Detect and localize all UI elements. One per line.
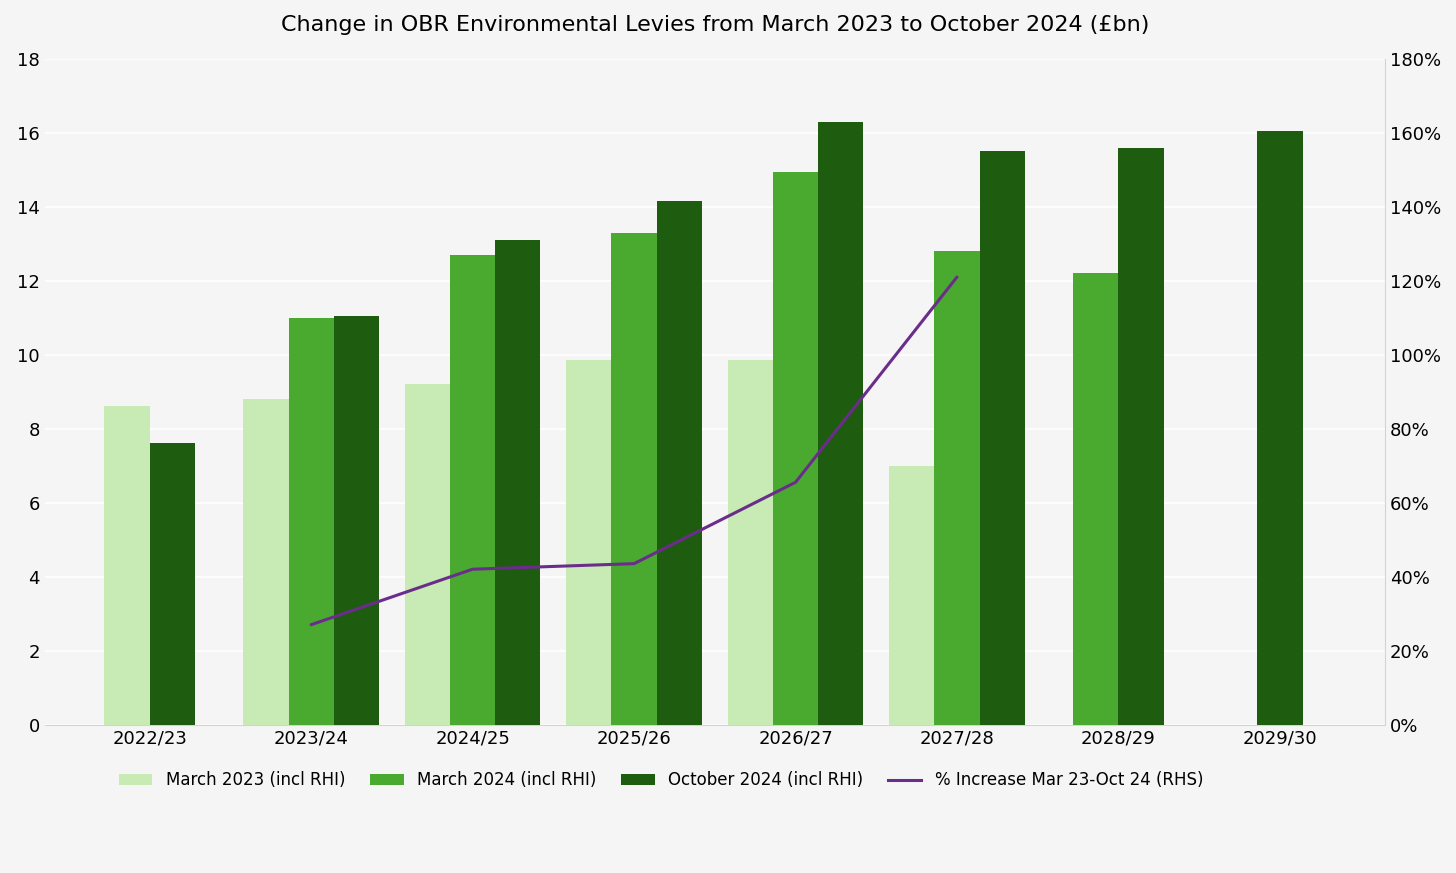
Bar bbox=[657, 201, 702, 725]
Bar bbox=[495, 240, 540, 725]
Bar bbox=[1073, 273, 1118, 725]
Title: Change in OBR Environmental Levies from March 2023 to October 2024 (£bn): Change in OBR Environmental Levies from … bbox=[281, 15, 1149, 35]
Bar bbox=[980, 151, 1025, 725]
Bar bbox=[566, 361, 612, 725]
Bar bbox=[288, 318, 333, 725]
Bar bbox=[105, 407, 150, 725]
Bar bbox=[450, 255, 495, 725]
Bar bbox=[728, 361, 773, 725]
Bar bbox=[1118, 148, 1163, 725]
Bar bbox=[333, 316, 379, 725]
Bar bbox=[150, 443, 195, 725]
Bar bbox=[773, 172, 818, 725]
Bar bbox=[1258, 131, 1303, 725]
Bar bbox=[612, 232, 657, 725]
Bar bbox=[243, 399, 288, 725]
Bar bbox=[818, 121, 863, 725]
Bar bbox=[935, 251, 980, 725]
Bar bbox=[890, 465, 935, 725]
Bar bbox=[405, 384, 450, 725]
Legend: March 2023 (incl RHI), March 2024 (incl RHI), October 2024 (incl RHI), % Increas: March 2023 (incl RHI), March 2024 (incl … bbox=[112, 765, 1210, 796]
